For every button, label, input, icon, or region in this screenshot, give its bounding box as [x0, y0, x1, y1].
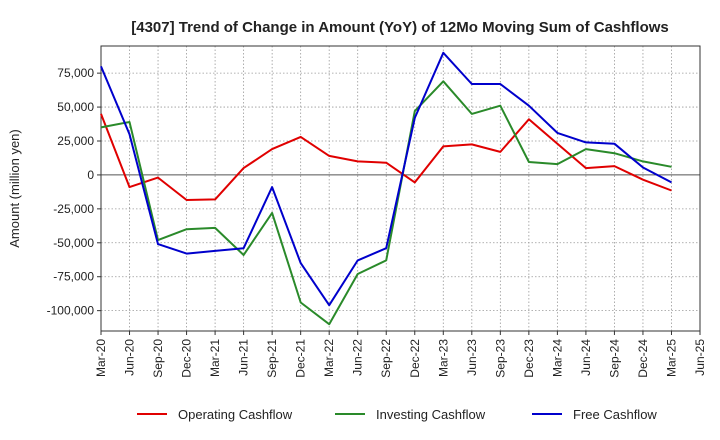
x-axis-ticks: Mar-20 Jun-20 Sep-20 Dec-20 Mar-21 Jun-21 Sep-…	[94, 331, 707, 378]
x-tick-label: Mar-23	[436, 339, 450, 377]
x-tick-label: Jun-25	[693, 339, 707, 376]
x-tick-label: Sep-21	[265, 339, 279, 378]
x-tick-label: Dec-20	[180, 339, 194, 378]
x-tick-label: Mar-20	[94, 339, 108, 377]
series-line-free-cashflow	[100, 51, 672, 307]
x-tick-label: Dec-22	[408, 339, 422, 378]
legend-label-investing-cashflow: Investing Cashflow	[376, 407, 486, 422]
y-tick-label: -25,000	[53, 202, 94, 216]
x-tick-label: Dec-21	[294, 339, 308, 378]
series-lines	[100, 51, 672, 326]
x-tick-label: Sep-24	[607, 339, 621, 378]
legend-label-free-cashflow: Free Cashflow	[573, 407, 657, 422]
y-axis-label: Amount (million yen)	[7, 129, 22, 248]
y-tick-label: -50,000	[53, 236, 94, 250]
x-tick-label: Jun-24	[579, 339, 593, 376]
y-tick-label: 0	[87, 168, 94, 182]
x-tick-label: Mar-21	[208, 339, 222, 377]
y-tick-label: -75,000	[53, 270, 94, 284]
series-line-operating-cashflow	[100, 113, 672, 201]
series-line-investing-cashflow	[100, 80, 672, 326]
x-tick-label: Jun-21	[237, 339, 251, 376]
x-tick-label: Jun-20	[123, 339, 137, 376]
x-tick-label: Dec-23	[522, 339, 536, 378]
y-tick-label: -100,000	[47, 304, 95, 318]
chart-title: [4307] Trend of Change in Amount (YoY) o…	[131, 19, 669, 36]
plot-frame	[100, 45, 701, 332]
grid-lines	[101, 46, 700, 331]
x-tick-label: Dec-24	[636, 339, 650, 378]
y-axis-ticks: 75,000 50,000 25,000 0 -25,000 -50,000 -75,000…	[47, 66, 101, 318]
x-tick-label: Sep-22	[379, 339, 393, 378]
x-tick-label: Mar-24	[550, 339, 564, 377]
x-tick-label: Jun-23	[465, 339, 479, 376]
x-tick-label: Sep-20	[151, 339, 165, 378]
y-tick-label: 75,000	[57, 66, 94, 80]
legend: Operating Cashflow Investing Cashflow Free…	[137, 407, 657, 422]
y-tick-label: 50,000	[57, 100, 94, 114]
x-tick-label: Mar-25	[664, 339, 678, 377]
x-tick-label: Sep-23	[493, 339, 507, 378]
legend-label-operating-cashflow: Operating Cashflow	[178, 407, 293, 422]
y-tick-label: 25,000	[57, 134, 94, 148]
x-tick-label: Jun-22	[351, 339, 365, 376]
x-tick-label: Mar-22	[322, 339, 336, 377]
